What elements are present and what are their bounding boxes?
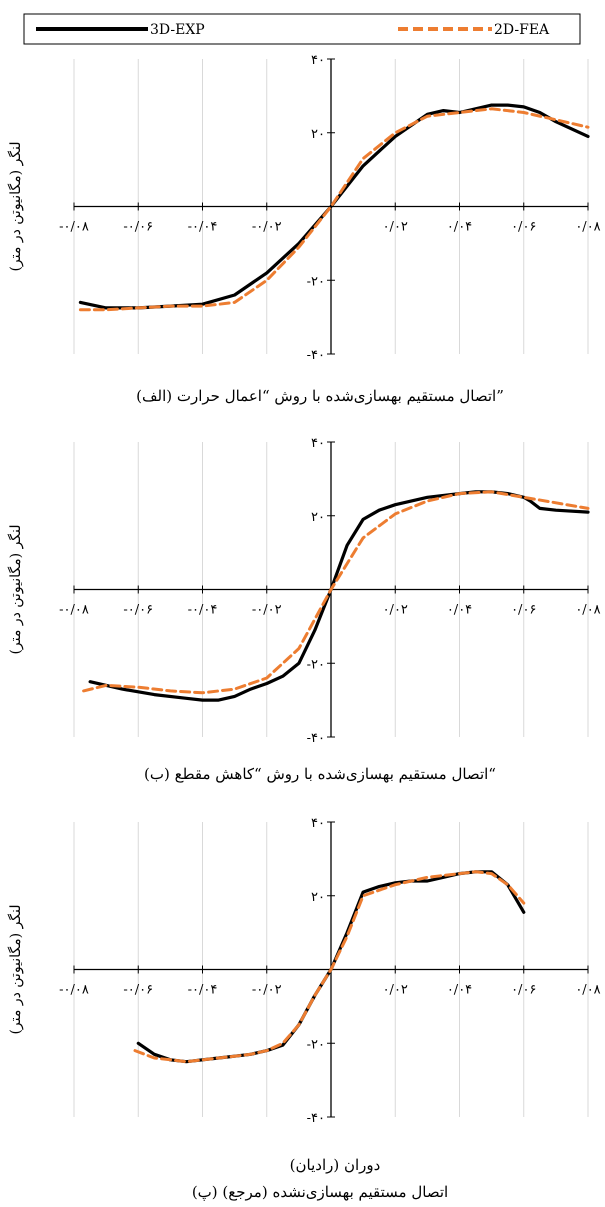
series-3d-exp — [88, 490, 590, 702]
y-tick-label: -۴۰ — [307, 731, 325, 746]
x-tick-label: ۰/۰۴ — [447, 983, 472, 998]
x-tick-label: -۰/۰۸ — [59, 603, 89, 618]
x-tick-label: ۰/۰۶ — [511, 983, 536, 998]
x-tick-label: ۰/۰۸ — [575, 603, 600, 618]
series-2d-fea — [78, 107, 590, 312]
legend-exp-label: 3D-EXP — [150, 22, 205, 38]
x-tick-label: ۰/۰۲ — [383, 983, 408, 998]
x-axis-title: دوران (رادیان) — [290, 1156, 381, 1174]
x-tick-label: ۰/۰۲ — [383, 603, 408, 618]
legend: 3D-EXP 2D-FEA — [23, 13, 581, 45]
x-tick-label: -۰/۰۲ — [252, 220, 282, 235]
x-tick-label: -۰/۰۶ — [123, 220, 153, 235]
y-axis-title: لنگر (مگانیوتن در متر) — [7, 904, 24, 1034]
y-tick-label: ۲۰ — [311, 510, 325, 525]
x-tick-label: ۰/۰۲ — [383, 220, 408, 235]
y-tick-label: -۴۰ — [307, 348, 325, 363]
x-tick-label: -۰/۰۴ — [188, 983, 218, 998]
x-tick-label: -۰/۰۲ — [252, 983, 282, 998]
y-axis-title: لنگر (مگانیوتن در متر) — [7, 524, 24, 654]
x-tick-label: -۰/۰۸ — [59, 983, 89, 998]
x-tick-label: ۰/۰۴ — [447, 220, 472, 235]
legend-fea-label: 2D-FEA — [494, 22, 550, 38]
y-tick-label: ۴۰ — [311, 816, 325, 831]
y-tick-label: ۲۰ — [311, 127, 325, 142]
x-tick-label: -۰/۰۶ — [123, 603, 153, 618]
panel-caption: (پ) اتصال مستقیم بهسازی‌نشده (مرجع) — [192, 1183, 448, 1201]
series-2d-fea — [133, 870, 526, 1064]
series-2d-fea — [82, 490, 590, 695]
x-tick-label: -۰/۰۴ — [188, 220, 218, 235]
x-tick-label: ۰/۰۴ — [447, 603, 472, 618]
panel-b: -۰/۰۸ -۰/۰۶ -۰/۰۴ -۰/۰۲ ۰/۰۲ ۰/۰۴ ۰/۰۶ ۰/۰۸ -۴۰ -… — [7, 436, 601, 783]
y-axis-title: لنگر (مگانیوتن در متر) — [7, 141, 24, 271]
x-tick-label: -۰/۰۲ — [252, 603, 282, 618]
y-tick-label: ۴۰ — [311, 436, 325, 451]
x-tick-label: -۰/۰۴ — [188, 603, 218, 618]
y-tick-label: -۴۰ — [307, 1111, 325, 1126]
y-tick-label: ۲۰ — [311, 890, 325, 905]
panel-a: -۰/۰۸ -۰/۰۶ -۰/۰۴ -۰/۰۲ ۰/۰۲ ۰/۰۴ ۰/۰۶ ۰/۰۸ -۴۰ -… — [7, 53, 601, 405]
y-tick-label: -۲۰ — [307, 274, 325, 289]
x-tick-label: ۰/۰۸ — [575, 983, 600, 998]
x-tick-label: ۰/۰۶ — [511, 603, 536, 618]
y-tick-label: -۲۰ — [307, 657, 325, 672]
x-tick-label: -۰/۰۶ — [123, 983, 153, 998]
panel-caption: (ب) اتصال مستقیم بهسازی‌شده با روش “کاهش… — [144, 765, 496, 783]
panel-c: -۰/۰۸ -۰/۰۶ -۰/۰۴ -۰/۰۲ ۰/۰۲ ۰/۰۴ ۰/۰۶ ۰/۰۸ -۴۰ -… — [7, 816, 601, 1201]
y-tick-label: -۲۰ — [307, 1037, 325, 1052]
x-tick-label: -۰/۰۸ — [59, 220, 89, 235]
x-tick-label: ۰/۰۸ — [575, 220, 600, 235]
y-tick-label: ۴۰ — [311, 53, 325, 68]
x-tick-label: ۰/۰۶ — [511, 220, 536, 235]
panel-caption: (الف) اتصال مستقیم بهسازی‌شده با روش “اع… — [136, 387, 504, 405]
